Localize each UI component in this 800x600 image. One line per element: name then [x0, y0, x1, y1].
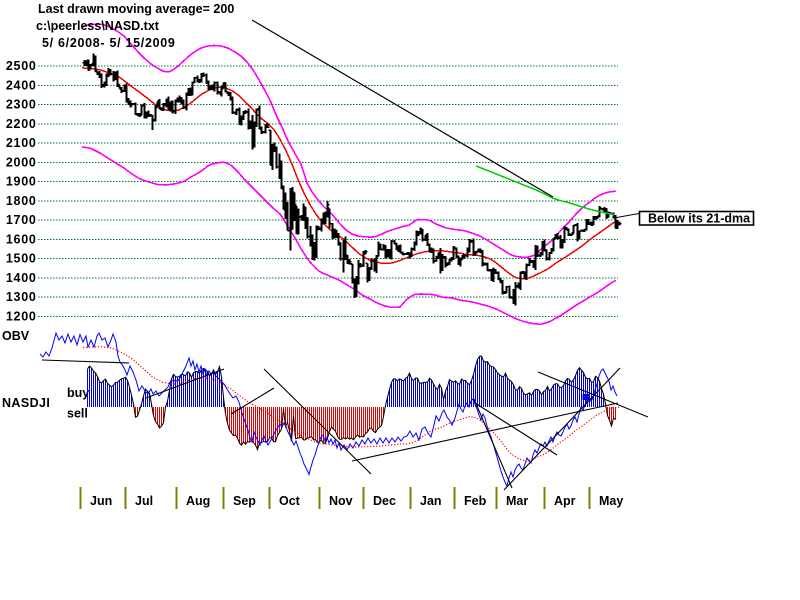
svg-text:1400: 1400 [6, 271, 37, 285]
svg-text:2200: 2200 [6, 117, 37, 131]
svg-text:OBV: OBV [2, 329, 30, 343]
svg-text:1700: 1700 [6, 213, 37, 227]
svg-text:1900: 1900 [6, 175, 37, 189]
svg-text:1500: 1500 [6, 252, 37, 266]
svg-text:Apr: Apr [554, 494, 576, 508]
svg-text:2100: 2100 [6, 136, 37, 150]
svg-text:2500: 2500 [6, 59, 37, 73]
svg-text:2000: 2000 [6, 155, 37, 169]
svg-text:c:\peerless\NASD.txt: c:\peerless\NASD.txt [36, 19, 160, 33]
svg-text:Nov: Nov [329, 494, 353, 508]
svg-text:1300: 1300 [6, 290, 37, 304]
svg-text:Last drawn moving average= 200: Last drawn moving average= 200 [38, 2, 234, 16]
svg-text:1800: 1800 [6, 194, 37, 208]
svg-text:sell: sell [67, 407, 88, 421]
svg-text:Below its 21-dma: Below its 21-dma [648, 212, 751, 226]
svg-text:Oct: Oct [279, 494, 301, 508]
svg-text:Aug: Aug [186, 494, 210, 508]
svg-text:2400: 2400 [6, 78, 37, 92]
svg-text:1600: 1600 [6, 232, 37, 246]
svg-text:2300: 2300 [6, 98, 37, 112]
svg-text:Jun: Jun [90, 494, 112, 508]
svg-text:5/ 6/2008- 5/ 15/2009: 5/ 6/2008- 5/ 15/2009 [42, 36, 176, 50]
svg-text:May: May [599, 494, 623, 508]
svg-text:1200: 1200 [6, 309, 37, 323]
svg-text:NASDJI: NASDJI [2, 396, 50, 410]
svg-text:Jan: Jan [420, 494, 442, 508]
svg-text:Jul: Jul [135, 494, 153, 508]
svg-text:buy: buy [67, 386, 89, 400]
svg-text:Dec: Dec [373, 494, 396, 508]
svg-text:Mar: Mar [506, 494, 528, 508]
svg-text:Sep: Sep [233, 494, 256, 508]
svg-text:Feb: Feb [464, 494, 487, 508]
